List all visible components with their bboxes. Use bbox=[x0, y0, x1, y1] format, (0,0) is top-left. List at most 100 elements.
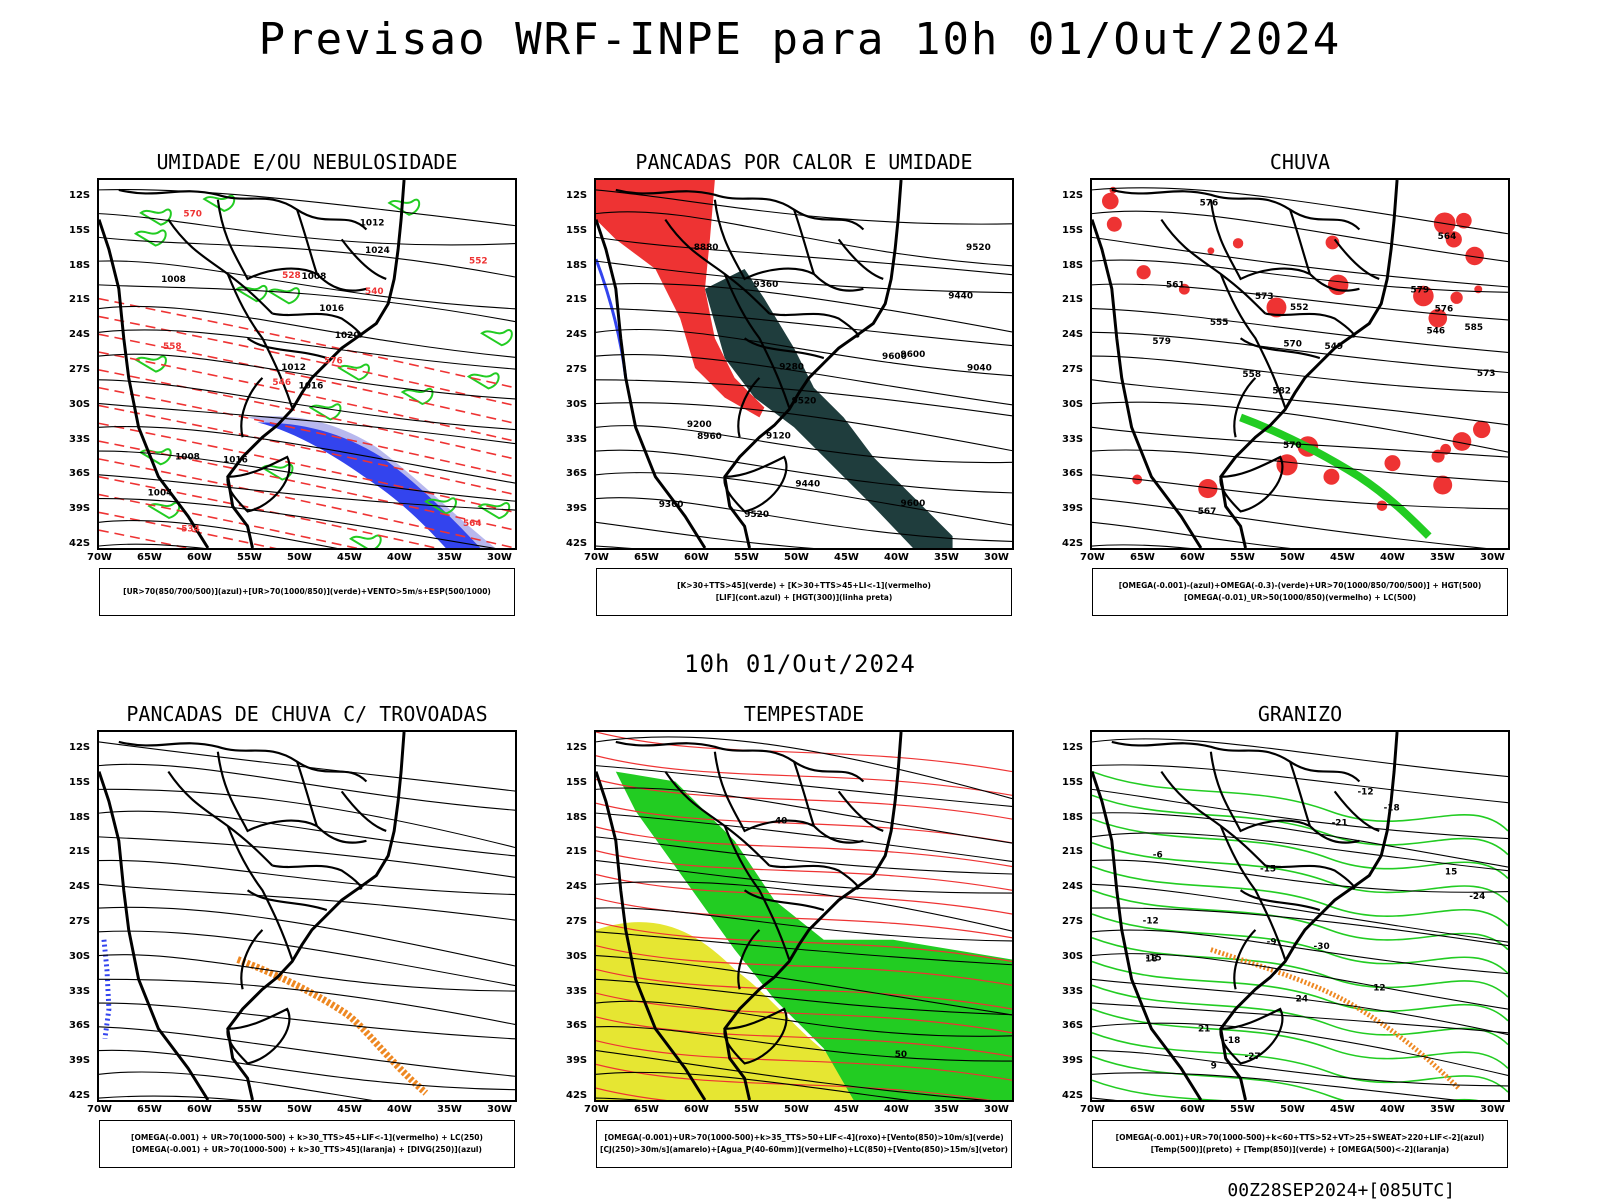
state-border bbox=[1219, 1007, 1284, 1065]
state-border bbox=[615, 740, 865, 783]
green-contour bbox=[308, 403, 342, 421]
streamline bbox=[1092, 331, 1508, 374]
streamline bbox=[596, 425, 1012, 464]
lat-tick-label: 12S bbox=[566, 190, 588, 201]
streamline bbox=[596, 521, 815, 548]
lon-tick-label: 55W bbox=[734, 552, 759, 563]
contour-label: 1024 bbox=[365, 246, 390, 256]
state-border bbox=[1219, 455, 1284, 513]
streamline bbox=[596, 402, 1012, 452]
lon-tick-label: 60W bbox=[1180, 552, 1205, 563]
legend-line: [CJ(250)>30m/s](amarelo)+[Agua_P(40-60mm… bbox=[600, 1145, 1008, 1154]
lon-tick-label: 65W bbox=[1130, 1104, 1155, 1115]
contour-label: 12 bbox=[1373, 983, 1385, 993]
map-overlays bbox=[1101, 186, 1491, 539]
lat-tick-label: 36S bbox=[69, 468, 91, 480]
lon-tick-label: 40W bbox=[1380, 552, 1405, 563]
lat-tick-label: 42S bbox=[69, 538, 91, 549]
contour-label: 582 bbox=[1272, 386, 1291, 396]
panel-title: CHUVA bbox=[1269, 150, 1331, 174]
contour-label: 534 bbox=[181, 524, 200, 534]
streamline bbox=[596, 497, 1012, 542]
green-contour bbox=[387, 198, 421, 216]
contour-label: 9600 bbox=[901, 350, 926, 360]
contour-label: 540 bbox=[365, 287, 384, 297]
state-border bbox=[246, 337, 328, 360]
lon-tick-label: 50W bbox=[1280, 1104, 1305, 1115]
wind-green bbox=[615, 771, 1012, 1100]
lon-tick-label: 70W bbox=[584, 1104, 609, 1115]
state-border bbox=[246, 889, 328, 912]
streamline bbox=[1092, 379, 1508, 426]
state-border bbox=[664, 770, 771, 867]
contour-label: 1012 bbox=[281, 363, 306, 373]
lat-tick-label: 21S bbox=[566, 846, 588, 858]
contour-label: -24 bbox=[1469, 892, 1485, 902]
streamline bbox=[1092, 883, 1508, 943]
lat-tick-label: 24S bbox=[566, 881, 588, 893]
contour-label: 50 bbox=[895, 1050, 907, 1060]
lon-tick-label: 45W bbox=[834, 1104, 859, 1115]
map-canvas: 1016 1008 1012 1004 1020 1016 1012 1008 1024 576 5… bbox=[99, 180, 515, 548]
rain-red-patch bbox=[1136, 265, 1151, 280]
lat-tick-label: 24S bbox=[1062, 329, 1084, 341]
contour-label: 9 bbox=[1211, 1062, 1217, 1072]
streamline bbox=[1092, 929, 1508, 975]
streamline bbox=[596, 189, 1012, 225]
streamline bbox=[1092, 401, 1508, 453]
lat-tick-label: 21S bbox=[566, 294, 588, 306]
streamline bbox=[99, 1071, 373, 1100]
streamline bbox=[1092, 738, 1508, 778]
contour-label: 9200 bbox=[687, 420, 712, 430]
rain-red-patch bbox=[1325, 235, 1340, 250]
streamline bbox=[596, 328, 1012, 377]
geography bbox=[99, 180, 406, 548]
lon-tick-label: 70W bbox=[87, 1104, 112, 1115]
green-contour bbox=[267, 287, 301, 305]
streamline bbox=[99, 859, 515, 896]
lif-contour bbox=[596, 258, 628, 379]
rain-red-patch bbox=[1413, 285, 1434, 307]
state-border bbox=[296, 761, 318, 827]
streamline bbox=[1092, 187, 1508, 235]
contour-label: 564 bbox=[463, 519, 482, 529]
geography bbox=[99, 732, 406, 1100]
lat-tick-label: 30S bbox=[1062, 950, 1084, 962]
state-border bbox=[723, 825, 791, 960]
red-area bbox=[596, 180, 765, 418]
state-border bbox=[713, 199, 815, 281]
lon-tick-label: 35W bbox=[437, 1104, 462, 1115]
lon-tick-label: 45W bbox=[1330, 552, 1355, 563]
state-border bbox=[1239, 337, 1321, 360]
state-border bbox=[1233, 929, 1257, 990]
contour-label: 9520 bbox=[744, 510, 769, 520]
contour-label: 1008 bbox=[161, 275, 186, 285]
rain-red-patch bbox=[1473, 420, 1491, 439]
lat-tick-label: 36S bbox=[566, 468, 588, 480]
state-border bbox=[769, 864, 860, 890]
lat-tick-label: 30S bbox=[1062, 398, 1084, 410]
state-border bbox=[1265, 312, 1356, 338]
state-border bbox=[723, 455, 788, 513]
lon-tick-label: 40W bbox=[884, 552, 909, 563]
lon-tick-label: 55W bbox=[237, 1104, 262, 1115]
thickness-contour bbox=[99, 333, 515, 425]
streamline bbox=[1092, 1002, 1508, 1034]
rain-red-patch bbox=[1327, 274, 1349, 296]
state-border bbox=[1289, 209, 1311, 275]
state-border bbox=[240, 929, 264, 990]
state-border bbox=[226, 1007, 291, 1065]
map-canvas: 585 582 579 576 573 570 567 564 561 558 555 552 549 5… bbox=[1092, 180, 1508, 548]
contour-label: -18 bbox=[1224, 1036, 1240, 1046]
contour-label: 585 bbox=[1465, 323, 1484, 333]
streamline bbox=[99, 543, 206, 548]
legend-line: [OMEGA(-0.001)+UR>70(1000-500)+k>35_TTS>… bbox=[604, 1133, 1004, 1142]
lat-tick-label: 36S bbox=[1062, 1020, 1084, 1032]
streamline bbox=[99, 810, 515, 857]
lat-tick-label: 27S bbox=[1062, 916, 1084, 927]
rain-red-patch bbox=[1452, 432, 1472, 451]
lon-tick-label: 50W bbox=[784, 1104, 809, 1115]
green-contour bbox=[400, 387, 434, 405]
contour-label: 1008 bbox=[175, 453, 200, 463]
streamline bbox=[596, 260, 1012, 294]
